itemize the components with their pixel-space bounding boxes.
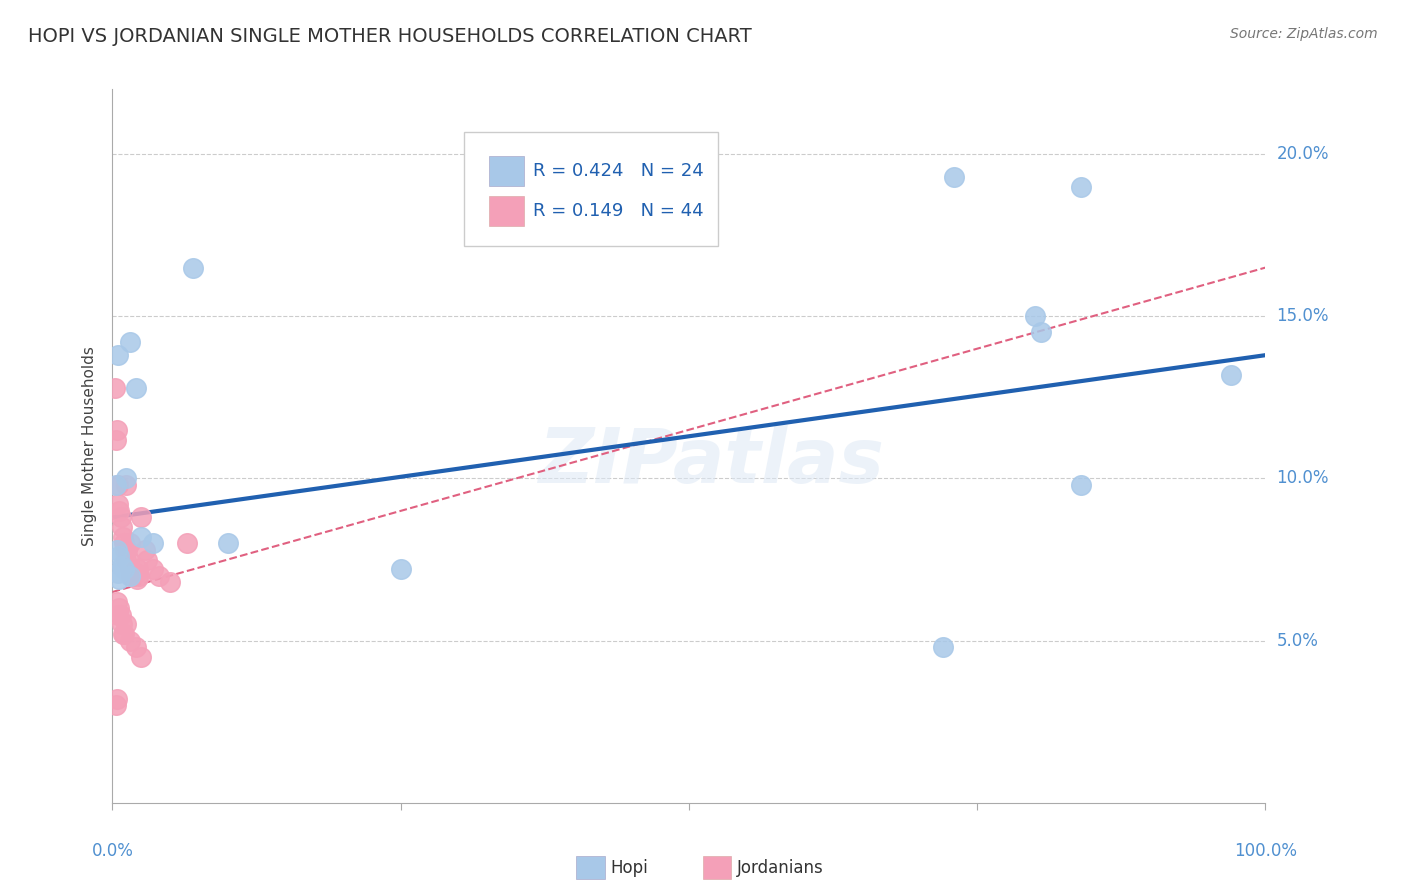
- Text: Hopi: Hopi: [610, 859, 648, 877]
- Point: [931, 640, 953, 654]
- Text: 10.0%: 10.0%: [1277, 469, 1329, 487]
- Point: [129, 649, 153, 664]
- Point: [125, 572, 148, 586]
- Point: [148, 568, 170, 582]
- Point: [117, 542, 139, 557]
- Point: [120, 568, 142, 582]
- Point: [104, 698, 127, 713]
- Point: [110, 510, 132, 524]
- Point: [1024, 310, 1046, 324]
- Point: [389, 562, 412, 576]
- Point: [111, 627, 134, 641]
- Point: [118, 335, 141, 350]
- Point: [124, 381, 146, 395]
- Text: R = 0.424   N = 24: R = 0.424 N = 24: [533, 161, 704, 179]
- Text: 20.0%: 20.0%: [1277, 145, 1329, 163]
- Point: [176, 536, 198, 550]
- Text: R = 0.149   N = 44: R = 0.149 N = 44: [533, 202, 704, 220]
- Point: [108, 572, 131, 586]
- Y-axis label: Single Mother Households: Single Mother Households: [82, 346, 97, 546]
- Point: [118, 536, 141, 550]
- Point: [1070, 179, 1092, 194]
- Point: [111, 530, 134, 544]
- Text: ZIPatlas: ZIPatlas: [538, 425, 884, 500]
- Point: [112, 627, 135, 641]
- Point: [142, 536, 165, 550]
- Point: [105, 423, 128, 437]
- Point: [115, 478, 138, 492]
- Point: [142, 562, 165, 576]
- Point: [1029, 326, 1052, 340]
- Point: [115, 471, 138, 485]
- Point: [107, 478, 129, 492]
- Text: Source: ZipAtlas.com: Source: ZipAtlas.com: [1230, 27, 1378, 41]
- Point: [118, 633, 141, 648]
- Point: [128, 568, 150, 582]
- Point: [104, 381, 127, 395]
- Point: [121, 568, 143, 582]
- Point: [108, 549, 131, 564]
- Point: [127, 562, 149, 576]
- Point: [117, 552, 139, 566]
- Point: [134, 542, 156, 557]
- Point: [129, 510, 153, 524]
- Point: [108, 601, 131, 615]
- Point: [111, 520, 134, 534]
- Bar: [489, 196, 524, 227]
- Text: HOPI VS JORDANIAN SINGLE MOTHER HOUSEHOLDS CORRELATION CHART: HOPI VS JORDANIAN SINGLE MOTHER HOUSEHOL…: [28, 27, 752, 45]
- Point: [111, 617, 134, 632]
- Text: Jordanians: Jordanians: [737, 859, 824, 877]
- Point: [112, 562, 135, 576]
- Point: [122, 568, 145, 582]
- Point: [111, 559, 134, 574]
- Point: [112, 536, 135, 550]
- Text: 15.0%: 15.0%: [1277, 307, 1329, 326]
- Point: [104, 478, 127, 492]
- Text: 0.0%: 0.0%: [91, 842, 134, 860]
- Point: [115, 552, 138, 566]
- Text: 100.0%: 100.0%: [1234, 842, 1296, 860]
- Point: [115, 617, 138, 632]
- Point: [1070, 478, 1092, 492]
- Text: 5.0%: 5.0%: [1277, 632, 1319, 649]
- Point: [1219, 368, 1241, 382]
- Point: [107, 566, 129, 580]
- Point: [105, 692, 128, 706]
- Point: [107, 607, 129, 622]
- FancyBboxPatch shape: [464, 132, 718, 246]
- Point: [943, 169, 966, 184]
- Point: [118, 562, 141, 576]
- Bar: [489, 155, 524, 186]
- Point: [124, 640, 146, 654]
- Point: [114, 542, 136, 557]
- Point: [108, 504, 131, 518]
- Point: [181, 260, 204, 275]
- Point: [124, 566, 146, 580]
- Point: [217, 536, 239, 550]
- Point: [118, 568, 141, 582]
- Point: [107, 497, 129, 511]
- Point: [129, 530, 153, 544]
- Point: [110, 607, 132, 622]
- Point: [107, 348, 129, 362]
- Point: [105, 595, 128, 609]
- Point: [159, 575, 181, 590]
- Point: [104, 433, 127, 447]
- Point: [105, 542, 128, 557]
- Point: [136, 552, 159, 566]
